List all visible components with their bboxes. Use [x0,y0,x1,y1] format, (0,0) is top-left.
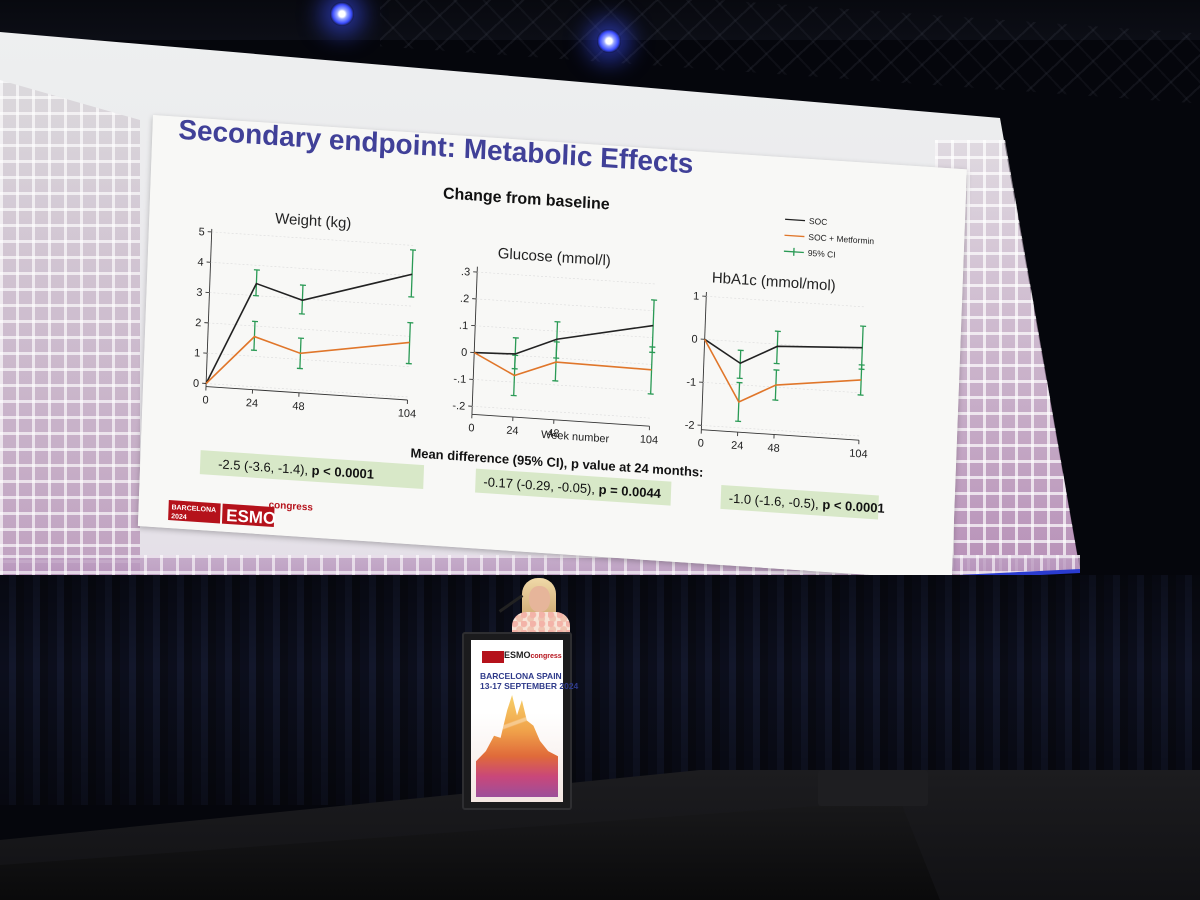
y-tick-label: 1 [693,290,700,302]
podium-brand: ESMO [504,650,531,660]
gridline [208,322,410,337]
gridline [211,231,414,246]
y-tick-label: 5 [198,226,205,238]
x-tick-label: 48 [292,400,305,413]
podium-logo-mark [482,651,504,663]
y-tick-label: -2 [685,419,695,432]
x-tick-label: 48 [547,427,560,440]
metformin-line [205,335,410,385]
gridline [477,271,655,285]
metformin-line [703,338,862,404]
x-axis-line [205,386,408,401]
x-tick-label: 0 [202,394,209,406]
svg-text:-1.0 (-1.6, -0.5), p < 0.0001: -1.0 (-1.6, -0.5), p < 0.0001 [729,490,885,515]
stage-light-icon [330,2,354,26]
soc-line [474,324,654,355]
y-tick-label: .1 [459,320,469,333]
logo-year: 2024 [171,513,187,521]
speaker-face [529,586,550,612]
y-axis-line [205,228,213,387]
legend-label-ci: 95% CI [808,248,836,260]
x-tick-label: 104 [398,407,417,420]
curtain-shadow [0,575,1200,805]
y-axis-line [471,266,478,415]
y-tick-label: 0 [193,378,200,390]
metformin-line [473,351,652,377]
mean-difference-badge-glucose: -0.17 (-0.29, -0.05), p = 0.0044 [475,468,672,506]
legend-swatch-soc [785,218,806,222]
presentation-slide: Secondary endpoint: Metabolic Effects Ch… [137,115,967,581]
x-tick-label: 0 [698,437,705,449]
x-tick-label: 24 [506,425,519,438]
ci-errorbar [739,350,742,379]
y-tick-label: 4 [197,256,204,268]
y-tick-label: 0 [691,333,698,345]
mean-difference-p: p < 0.0001 [311,463,374,482]
ci-errorbar [776,331,779,364]
podium-logo-text: ESMOcongress [504,650,562,660]
gridline [210,261,413,277]
ci-errorbar [650,346,654,395]
screen-tile-pattern-left [0,80,140,620]
gridline [206,383,408,398]
logo-city: BARCELONA [171,504,216,514]
legend-label-metformin: SOC + Metformin [808,232,874,246]
x-tick-label: 24 [731,440,744,453]
y-tick-label: 2 [195,317,202,329]
mean-difference-estimate: -2.5 (-3.6, -1.4), [218,456,312,477]
x-tick-label: 48 [767,442,780,455]
y-axis-line [700,291,707,430]
chart-title: Weight (kg) [275,210,352,232]
y-tick-label: -.1 [453,373,466,386]
mean-difference-badge-hba1c: -1.0 (-1.6, -0.5), p < 0.0001 [720,484,885,520]
x-axis-line [471,413,650,427]
y-tick-label: .3 [461,266,471,279]
logo-suffix: congress [268,500,313,514]
x-tick-label: 0 [468,422,475,434]
x-tick-label: 104 [640,434,659,447]
chart-legend: SOC SOC + Metformin 95% CI [783,216,875,260]
gridline [207,352,409,367]
soc-line [704,338,863,365]
soc-line [205,273,413,384]
x-axis-line [701,429,859,441]
mean-difference-p: p < 0.0001 [822,497,885,516]
gridline [474,352,652,365]
y-tick-label: -.2 [452,400,465,413]
stage-monitor [818,770,928,806]
svg-text:-2.5 (-3.6, -1.4), p < 0.0001: -2.5 (-3.6, -1.4), p < 0.0001 [218,456,374,481]
gridline [476,298,654,312]
x-axis-label: Week number [541,429,610,446]
podium-event-info: BARCELONA SPAIN 13-17 SEPTEMBER 2024 [480,671,578,691]
podium-suffix: congress [530,653,562,660]
esmo-logo: BARCELONA 2024 ESMO congress [168,500,314,528]
legend-label-soc: SOC [809,216,828,227]
y-tick-label: .2 [460,293,470,306]
x-tick-label: 24 [246,397,259,410]
x-tick-label: 104 [849,448,868,461]
mean-difference-badge-weight: -2.5 (-3.6, -1.4), p < 0.0001 [199,450,425,490]
podium-dates: 13-17 SEPTEMBER 2024 [480,681,579,691]
stage-light-icon [597,29,621,53]
mean-difference-p: p = 0.0044 [598,482,662,501]
ci-errorbar [410,249,414,297]
gridline [209,292,411,307]
gridline [473,379,651,392]
gridline [472,405,650,419]
logo-brand: ESMO [226,506,277,528]
y-tick-label: -1 [686,376,696,389]
y-tick-label: 3 [196,287,203,299]
y-tick-label: 1 [194,347,201,359]
podium-location: BARCELONA SPAIN [480,671,562,681]
ci-errorbar [859,364,863,396]
legend-swatch-metformin [784,234,805,238]
gridline [475,325,653,338]
mean-difference-estimate: -1.0 (-1.6, -0.5), [729,490,823,511]
y-tick-label: 0 [461,347,468,359]
